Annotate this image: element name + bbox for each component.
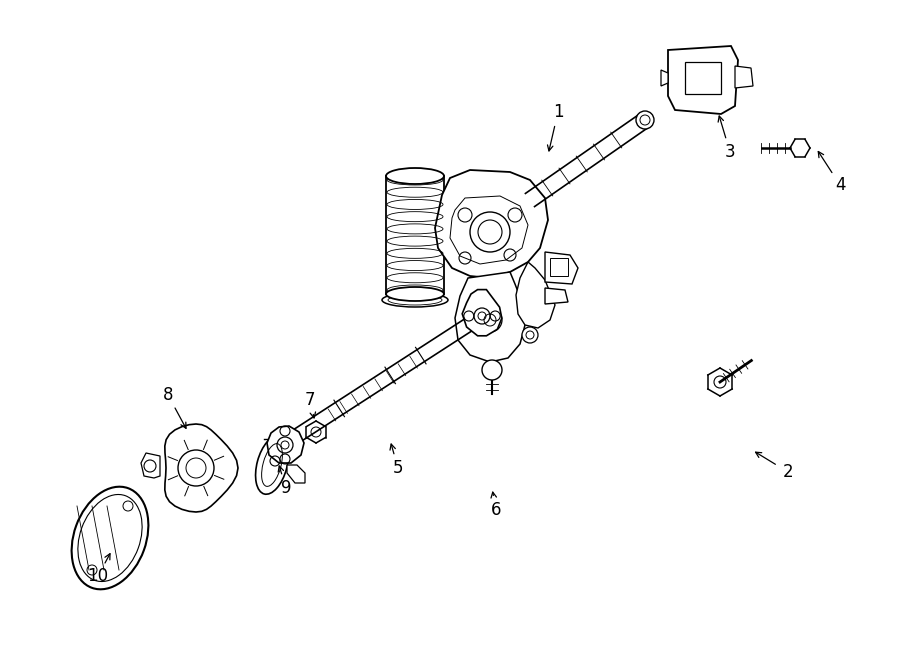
Polygon shape <box>735 66 753 88</box>
Polygon shape <box>165 424 238 512</box>
Circle shape <box>482 360 502 380</box>
Polygon shape <box>545 252 578 284</box>
Circle shape <box>636 111 654 129</box>
Text: 4: 4 <box>835 176 845 194</box>
Ellipse shape <box>256 436 288 494</box>
Polygon shape <box>545 288 568 304</box>
Polygon shape <box>668 46 738 114</box>
Ellipse shape <box>382 293 448 307</box>
Text: 1: 1 <box>553 103 563 121</box>
Text: 2: 2 <box>783 463 793 481</box>
Text: 3: 3 <box>724 143 735 161</box>
Text: 9: 9 <box>281 479 292 497</box>
Ellipse shape <box>72 486 148 590</box>
Circle shape <box>522 327 538 343</box>
Ellipse shape <box>386 287 444 301</box>
Ellipse shape <box>386 168 444 184</box>
Text: 5: 5 <box>392 459 403 477</box>
Polygon shape <box>267 426 304 463</box>
Polygon shape <box>141 453 160 478</box>
Text: 7: 7 <box>305 391 315 409</box>
Polygon shape <box>661 70 668 86</box>
Polygon shape <box>516 262 555 328</box>
Polygon shape <box>435 170 548 278</box>
Polygon shape <box>455 272 525 362</box>
Text: 10: 10 <box>87 567 109 585</box>
Polygon shape <box>463 290 502 336</box>
Text: 6: 6 <box>491 501 501 519</box>
Text: 8: 8 <box>163 386 173 404</box>
Polygon shape <box>287 465 305 483</box>
Circle shape <box>470 212 510 252</box>
